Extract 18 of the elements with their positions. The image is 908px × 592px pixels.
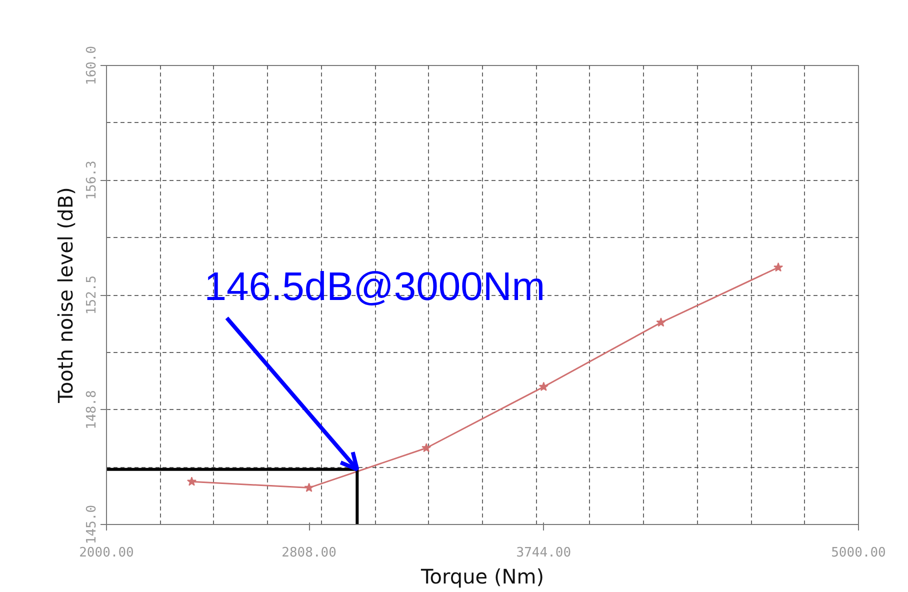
point [186,476,197,486]
point [774,262,784,272]
y-axis-title: Tooth noise level (dB) [54,187,78,404]
point [422,443,432,452]
x-tick-label: 5000.00 [831,546,886,560]
annotation: 146.5dB@3000Nm [204,264,546,309]
point [538,382,548,391]
x-tick-label: 2808.00 [282,546,336,560]
point [304,482,314,492]
y-tick-label: 145.0 [84,504,100,544]
x-axis-title: Torque (Nm) [420,564,544,588]
y-tick-label: 152.5 [84,275,100,315]
point [656,318,666,327]
x-tick-label: 2000.00 [79,546,134,560]
y-tick-label: 156.3 [84,160,100,200]
x-tick-label: 3744.00 [516,546,572,560]
y-tick-label: 148.8 [84,390,100,430]
y-tick-label: 160.0 [84,46,100,86]
